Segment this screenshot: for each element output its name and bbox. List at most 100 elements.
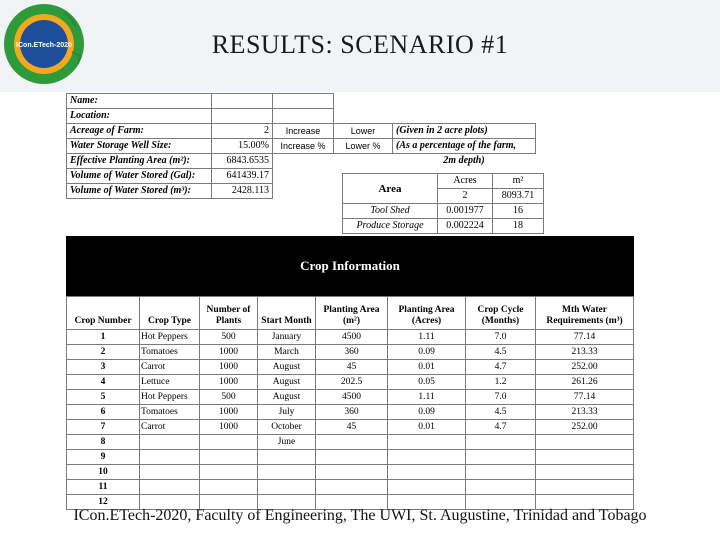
crop-cell[interactable]: 4.5	[465, 404, 536, 420]
crop-cell[interactable]: 7	[66, 419, 140, 435]
crop-cell[interactable]	[535, 494, 634, 510]
crop-cell[interactable]: 3	[66, 359, 140, 375]
crop-cell[interactable]: 360	[315, 344, 388, 360]
acreage-increase-button[interactable]: Increase	[272, 123, 334, 139]
crop-cell[interactable]: 213.33	[535, 404, 634, 420]
crop-cell[interactable]: August	[257, 374, 316, 390]
crop-cell[interactable]	[257, 449, 316, 465]
crop-cell[interactable]: 213.33	[535, 344, 634, 360]
crop-cell[interactable]: 4	[66, 374, 140, 390]
crop-cell[interactable]: 4500	[315, 329, 388, 345]
crop-cell[interactable]: Tomatoes	[139, 344, 200, 360]
crop-cell[interactable]	[535, 464, 634, 480]
crop-cell[interactable]	[315, 479, 388, 495]
crop-cell[interactable]: 1000	[199, 359, 258, 375]
crop-cell[interactable]	[199, 449, 258, 465]
crop-cell[interactable]: 1000	[199, 344, 258, 360]
well-increase-button[interactable]: Increase %	[272, 138, 334, 154]
crop-cell[interactable]: 45	[315, 359, 388, 375]
crop-cell[interactable]: July	[257, 404, 316, 420]
crop-cell[interactable]	[315, 449, 388, 465]
crop-header-row: Crop Number Crop Type Number of Plants Star…	[66, 296, 634, 330]
crop-cell[interactable]: 1000	[199, 419, 258, 435]
crop-cell[interactable]	[387, 434, 466, 450]
crop-cell[interactable]: 5	[66, 389, 140, 405]
crop-cell[interactable]: January	[257, 329, 316, 345]
crop-cell[interactable]	[535, 434, 634, 450]
crop-cell[interactable]: 9	[66, 449, 140, 465]
blank-cell	[273, 184, 334, 199]
crop-cell[interactable]: 1.11	[387, 389, 466, 405]
crop-cell[interactable]: Hot Peppers	[139, 389, 200, 405]
crop-cell[interactable]: 1.11	[387, 329, 466, 345]
crop-cell[interactable]	[199, 434, 258, 450]
crop-cell[interactable]	[465, 479, 536, 495]
well-lower-button[interactable]: Lower %	[333, 138, 393, 154]
crop-cell[interactable]	[199, 464, 258, 480]
crop-cell[interactable]: 500	[199, 389, 258, 405]
crop-cell[interactable]: 2	[66, 344, 140, 360]
acreage-lower-button[interactable]: Lower	[333, 123, 393, 139]
crop-cell[interactable]: June	[257, 434, 316, 450]
crop-cell[interactable]: 202.5	[315, 374, 388, 390]
conference-logo: ICon.ETech-2020	[4, 4, 84, 84]
crop-cell[interactable]	[257, 479, 316, 495]
crop-cell[interactable]	[139, 449, 200, 465]
crop-cell[interactable]: August	[257, 389, 316, 405]
crop-cell[interactable]: 261.26	[535, 374, 634, 390]
crop-cell[interactable]: 500	[199, 329, 258, 345]
m2-header: m²	[492, 173, 544, 189]
crop-cell[interactable]: Lettuce	[139, 374, 200, 390]
crop-cell[interactable]: 0.09	[387, 344, 466, 360]
well-value[interactable]: 15.00%	[211, 138, 273, 154]
crop-cell[interactable]: 0.01	[387, 359, 466, 375]
crop-cell[interactable]: 0.05	[387, 374, 466, 390]
crop-cell[interactable]: 11	[66, 479, 140, 495]
crop-cell[interactable]	[465, 449, 536, 465]
crop-cell[interactable]: 4.7	[465, 359, 536, 375]
crop-cell[interactable]	[387, 449, 466, 465]
crop-cell[interactable]	[139, 434, 200, 450]
crop-cell[interactable]	[387, 479, 466, 495]
acreage-label: Acreage of Farm:	[66, 123, 212, 139]
crop-cell[interactable]: 4500	[315, 389, 388, 405]
crop-cell[interactable]: Carrot	[139, 359, 200, 375]
crop-cell[interactable]	[199, 479, 258, 495]
crop-cell[interactable]: 7.0	[465, 389, 536, 405]
crop-cell[interactable]: 4.7	[465, 419, 536, 435]
crop-cell[interactable]: 0.01	[387, 419, 466, 435]
crop-cell[interactable]: 252.00	[535, 419, 634, 435]
crop-cell[interactable]: 1.2	[465, 374, 536, 390]
crop-cell[interactable]: Hot Peppers	[139, 329, 200, 345]
crop-cell[interactable]: 77.14	[535, 329, 634, 345]
crop-cell[interactable]: 10	[66, 464, 140, 480]
crop-cell[interactable]: 4.5	[465, 344, 536, 360]
crop-cell[interactable]: 6	[66, 404, 140, 420]
crop-cell[interactable]	[139, 479, 200, 495]
crop-cell[interactable]	[465, 464, 536, 480]
crop-cell[interactable]	[535, 479, 634, 495]
crop-cell[interactable]: October	[257, 419, 316, 435]
crop-cell[interactable]	[315, 464, 388, 480]
crop-cell[interactable]: 1	[66, 329, 140, 345]
crop-cell[interactable]	[465, 434, 536, 450]
crop-cell[interactable]: 45	[315, 419, 388, 435]
crop-cell[interactable]	[315, 434, 388, 450]
crop-cell[interactable]: 77.14	[535, 389, 634, 405]
crop-cell[interactable]: 0.09	[387, 404, 466, 420]
crop-cell[interactable]: Tomatoes	[139, 404, 200, 420]
crop-cell[interactable]	[257, 464, 316, 480]
crop-cell[interactable]: 1000	[199, 404, 258, 420]
crop-cell[interactable]: 360	[315, 404, 388, 420]
crop-cell[interactable]: 252.00	[535, 359, 634, 375]
acreage-value[interactable]: 2	[211, 123, 273, 139]
crop-cell[interactable]	[535, 449, 634, 465]
crop-cell[interactable]: March	[257, 344, 316, 360]
crop-cell[interactable]: 1000	[199, 374, 258, 390]
crop-cell[interactable]: Carrot	[139, 419, 200, 435]
crop-cell[interactable]: 8	[66, 434, 140, 450]
crop-cell[interactable]	[387, 464, 466, 480]
crop-cell[interactable]	[139, 464, 200, 480]
crop-cell[interactable]: August	[257, 359, 316, 375]
crop-cell[interactable]: 7.0	[465, 329, 536, 345]
